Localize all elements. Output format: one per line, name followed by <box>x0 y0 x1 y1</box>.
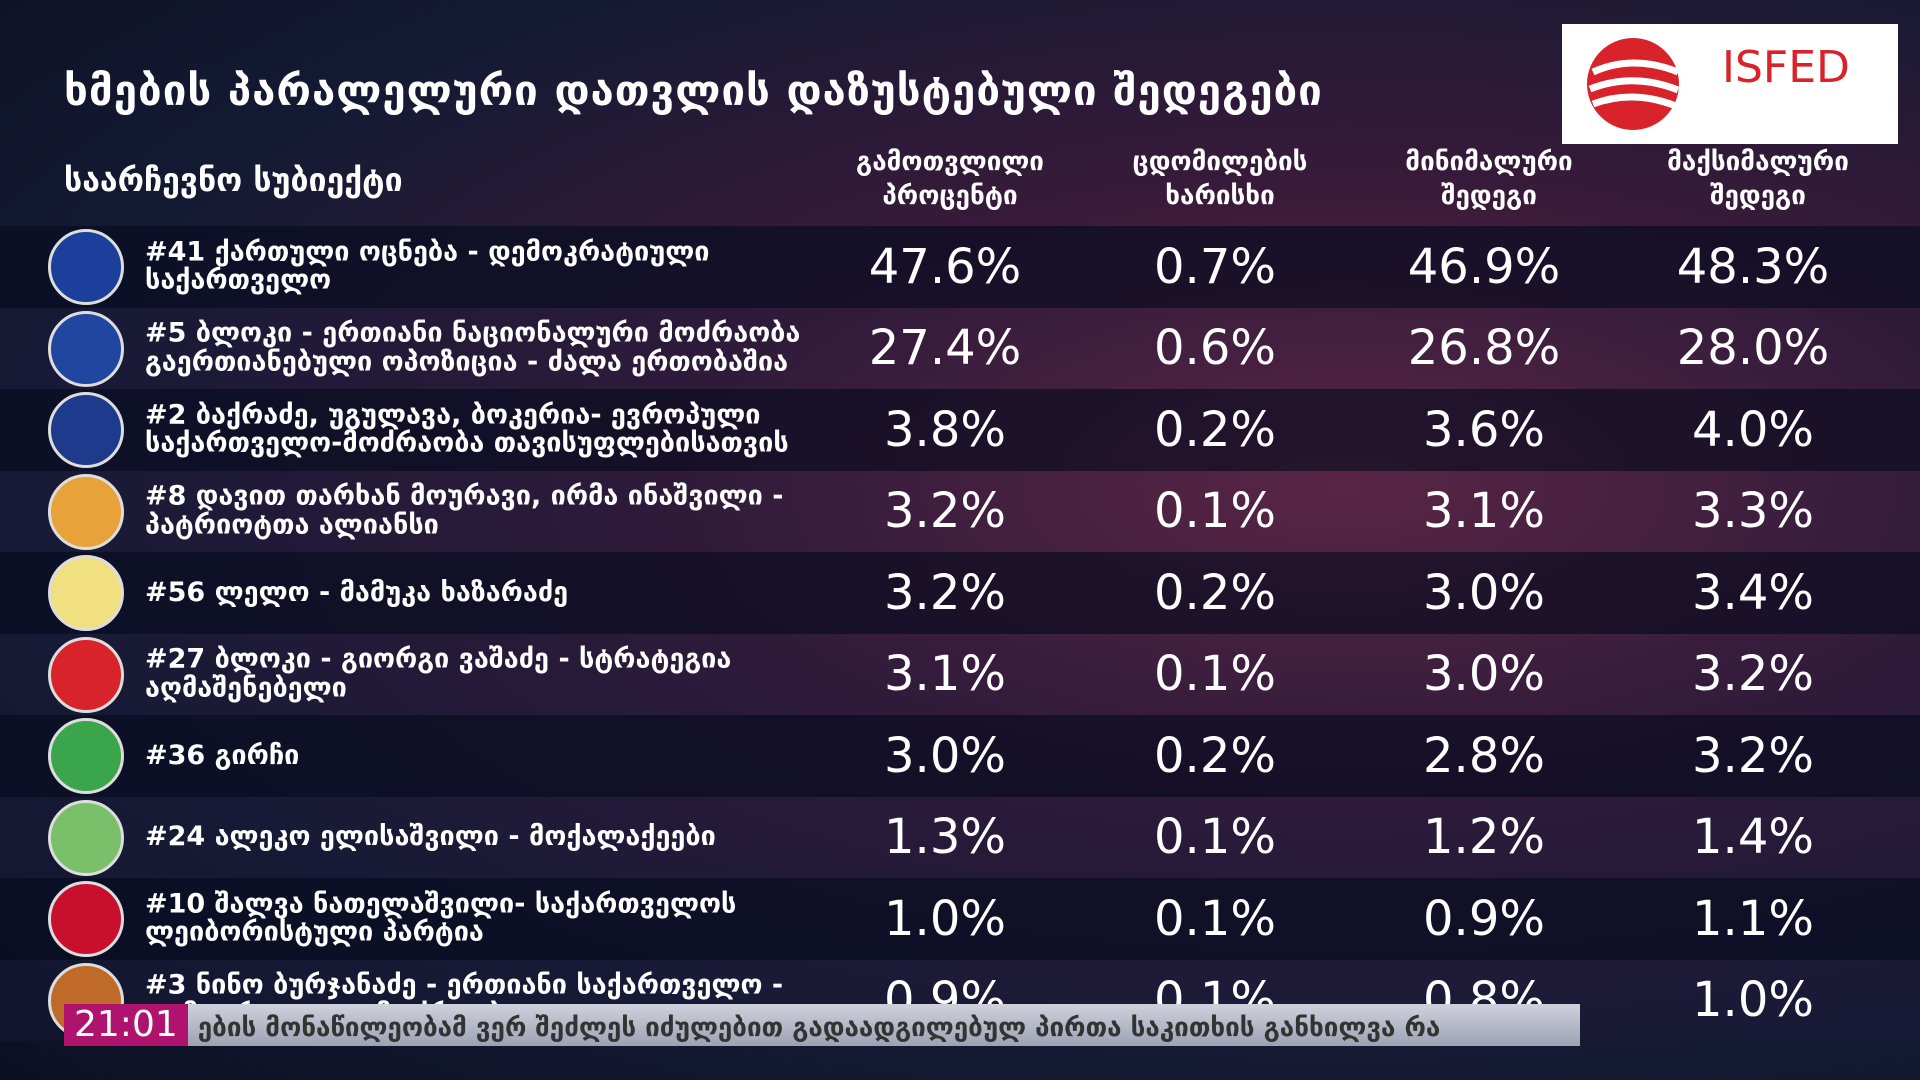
result-value: 3.0% <box>1423 646 1545 703</box>
party-name: #36 გირჩი <box>145 739 300 771</box>
result-value: 3.8% <box>884 401 1006 458</box>
result-value: 27.4% <box>868 320 1022 377</box>
result-value: 28.0% <box>1676 320 1830 377</box>
result-value: 26.8% <box>1407 320 1561 377</box>
column-header: გამოთვლილი პროცენტი <box>856 147 1044 211</box>
result-value: 46.9% <box>1407 238 1561 295</box>
result-value: 0.2% <box>1154 401 1276 458</box>
party-name: #10 შალვა ნათელაშვილი- საქართველოს ლეიბო… <box>145 888 737 948</box>
logo-text: ISFED <box>1722 42 1850 93</box>
result-value: 3.2% <box>1692 727 1814 784</box>
table: #41 ქართული ოცნება - დემოკრატიული საქართ… <box>0 226 1920 1041</box>
result-value: 0.2% <box>1154 727 1276 784</box>
table-row: #36 გირჩი 3.0% 0.2% 2.8% 3.2% <box>0 715 1920 797</box>
news-ticker: 21:01 ების მონაწილეობამ ვერ შეძლეს იძულებ… <box>64 1004 1580 1046</box>
result-value: 4.0% <box>1692 401 1814 458</box>
result-value: 3.2% <box>884 483 1006 540</box>
result-value: 3.2% <box>884 564 1006 621</box>
table-row: #10 შალვა ნათელაშვილი- საქართველოს ლეიბო… <box>0 878 1920 960</box>
result-value: 3.1% <box>884 646 1006 703</box>
party-logo <box>48 636 124 713</box>
result-value: 1.2% <box>1423 809 1545 866</box>
result-value: 0.1% <box>1154 809 1276 866</box>
party-logo <box>48 799 124 876</box>
result-value: 3.3% <box>1692 483 1814 540</box>
column-header: მაქსიმალური შედეგი <box>1667 147 1849 211</box>
table-row: #8 დავით თარხან მოურავი, ირმა ინაშვილი -… <box>0 470 1920 552</box>
result-value: 3.2% <box>1692 646 1814 703</box>
title: ხმების პარალელური დათვლის დაზუსტებული შე… <box>64 66 1323 115</box>
column-header: მინიმალური შედეგი <box>1405 147 1573 211</box>
table-row: #27 ბლოკი - გიორგი ვაშაძე - სტრატეგია აღ… <box>0 633 1920 715</box>
table-row: #24 ალეკო ელისაშვილი - მოქალაქეები 1.3% 0.… <box>0 796 1920 878</box>
result-value: 1.1% <box>1692 890 1814 947</box>
result-value: 0.2% <box>1154 564 1276 621</box>
table-row: #56 ლელო - მამუკა ხაზარაძე 3.2% 0.2% 3.0% 3.… <box>0 552 1920 634</box>
clock: 21:01 <box>64 1004 188 1046</box>
table-row: #41 ქართული ოცნება - დემოკრატიული საქართ… <box>0 226 1920 308</box>
party-name: #8 დავით თარხან მოურავი, ირმა ინაშვილი -… <box>145 480 784 541</box>
party-logo <box>48 310 124 387</box>
result-value: 1.3% <box>884 809 1006 866</box>
party-logo <box>48 473 124 550</box>
party-name: #5 ბლოკი - ერთიანი ნაციონალური მოძრაობა … <box>145 317 801 378</box>
result-value: 0.1% <box>1154 483 1276 540</box>
ticker-text: ების მონაწილეობამ ვერ შეძლეს იძულებით გა… <box>197 1013 1441 1043</box>
result-value: 3.6% <box>1423 401 1545 458</box>
result-value: 47.6% <box>868 238 1022 295</box>
party-name: #41 ქართული ოცნება - დემოკრატიული საქართ… <box>145 236 710 296</box>
result-value: 1.0% <box>1692 972 1814 1029</box>
logo-mark <box>1587 38 1680 130</box>
party-name: #24 ალეკო ელისაშვილი - მოქალაქეები <box>145 821 716 853</box>
result-value: 0.1% <box>1154 646 1276 703</box>
party-logo <box>48 229 124 305</box>
result-value: 0.1% <box>1154 890 1276 947</box>
result-value: 48.3% <box>1676 238 1830 295</box>
logo: ISFED <box>1562 24 1898 144</box>
party-logo <box>48 555 124 631</box>
result-value: 1.4% <box>1692 809 1814 866</box>
column-header: ცდომილების ხარისხი <box>1132 147 1308 211</box>
party-name: #56 ლელო - მამუკა ხაზარაძე <box>145 576 569 608</box>
result-value: 3.1% <box>1423 483 1545 540</box>
result-value: 0.7% <box>1154 238 1276 295</box>
result-value: 3.0% <box>1423 564 1545 621</box>
result-value: 2.8% <box>1423 727 1545 784</box>
column-header: საარჩევნო სუბიექტი <box>64 161 403 199</box>
result-value: 3.0% <box>884 727 1006 784</box>
result-value: 1.0% <box>884 890 1006 947</box>
result-value: 3.4% <box>1692 564 1814 621</box>
party-logo <box>48 718 124 794</box>
result-value: 0.9% <box>1423 890 1545 947</box>
party-name: #27 ბლოკი - გიორგი ვაშაძე - სტრატეგია აღ… <box>145 643 732 704</box>
party-logo <box>48 881 124 957</box>
party-name: #2 ბაქრაძე, უგულავა, ბოკერია- ევროპული ს… <box>145 399 789 459</box>
party-logo <box>48 392 124 468</box>
table-row: #2 ბაქრაძე, უგულავა, ბოკერია- ევროპული ს… <box>0 389 1920 471</box>
result-value: 0.6% <box>1154 320 1276 377</box>
table-row: #5 ბლოკი - ერთიანი ნაციონალური მოძრაობა … <box>0 307 1920 389</box>
